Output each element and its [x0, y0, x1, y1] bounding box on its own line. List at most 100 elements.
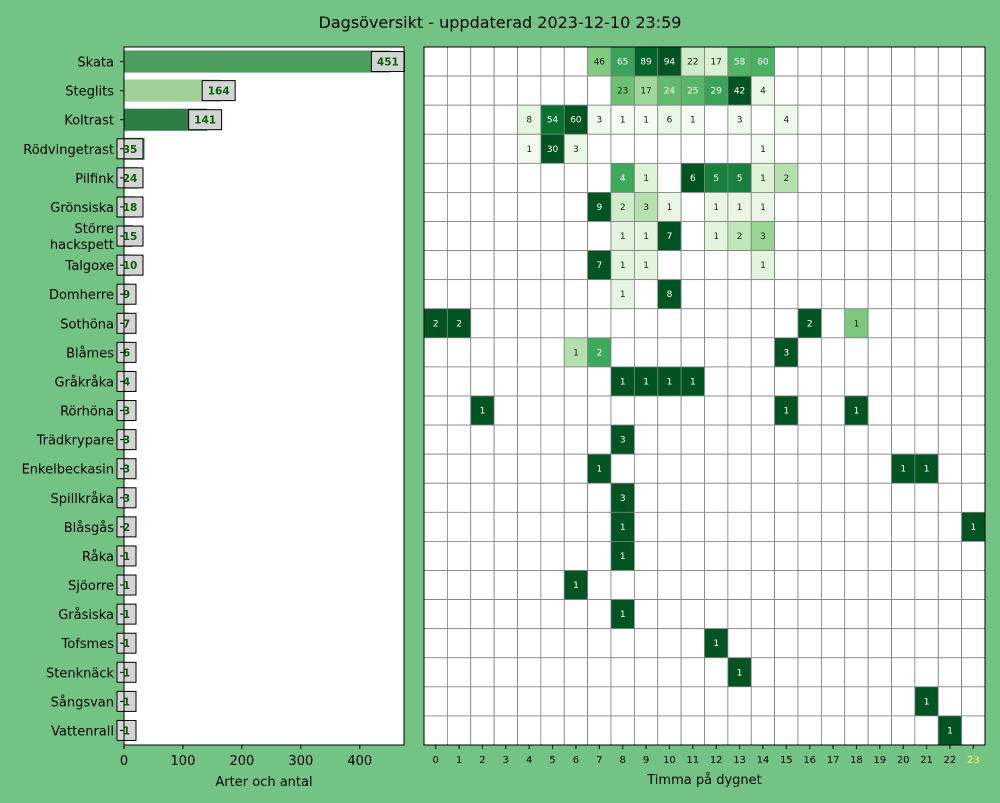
heat-cell-16-19 — [867, 511, 892, 542]
bar-value-label-14: 3 — [123, 464, 130, 476]
y-tick-label-11: Gråkråka — [55, 375, 115, 390]
heat-value-22-21: 1 — [924, 697, 930, 707]
heat-cell-17-20 — [891, 541, 916, 571]
heat-cell-7-4 — [517, 250, 542, 281]
heat-value-19-8: 1 — [620, 610, 626, 620]
heat-cell-15-18 — [844, 482, 869, 513]
heat-cell-6-6 — [563, 221, 589, 251]
bar-value-label-6: 15 — [123, 231, 138, 243]
heat-value-14-21: 1 — [924, 465, 930, 475]
heat-cell-19-7 — [587, 599, 612, 630]
heat-cell-16-6 — [563, 511, 589, 542]
heat-cell-8-2 — [470, 279, 495, 310]
heat-cell-12-23 — [961, 395, 986, 426]
hour-tick-label-19: 19 — [873, 755, 886, 766]
heat-cell-6-1 — [446, 221, 472, 251]
heat-cell-15-4 — [517, 482, 542, 513]
y-tick-label-7: Talgoxe — [65, 259, 114, 274]
chart-title: Dagsöversikt - uppdaterad 2023-12-10 23:… — [318, 13, 682, 32]
heat-value-5-13: 1 — [737, 203, 743, 213]
heat-cell-10-8 — [610, 337, 635, 368]
heat-cell-20-22 — [937, 628, 963, 659]
hour-tick-label-0: 0 — [433, 755, 439, 766]
heat-cell-5-15 — [774, 192, 799, 222]
heat-cell-20-9 — [633, 628, 659, 659]
heat-cell-0-4 — [517, 46, 542, 77]
bar-value-label-18: 1 — [123, 580, 130, 592]
heat-cell-1-1 — [446, 75, 472, 106]
y-tick-label-10: Blåmes — [66, 346, 114, 361]
heat-value-8-8: 1 — [620, 290, 626, 300]
heat-cell-22-1 — [446, 686, 472, 717]
heat-cell-17-13 — [727, 541, 752, 571]
heat-cell-18-12 — [704, 570, 729, 600]
heat-cell-8-7 — [587, 279, 612, 310]
heat-cell-3-9 — [633, 133, 659, 164]
heat-value-2-4: 8 — [526, 116, 532, 126]
heat-value-9-0: 2 — [433, 319, 439, 329]
bar-value-box-13 — [116, 429, 137, 451]
heat-cell-21-5 — [540, 657, 565, 688]
heat-cell-4-3 — [493, 162, 518, 193]
heat-cell-22-0 — [423, 686, 448, 717]
heat-cell-22-15 — [774, 686, 799, 717]
heat-cell-10-13 — [727, 337, 752, 368]
heat-cell-0-17 — [820, 46, 846, 77]
bar-value-label-3: 35 — [123, 144, 138, 156]
heat-cell-22-8 — [610, 686, 635, 717]
heat-value-2-11: 1 — [690, 116, 696, 126]
heat-cell-14-16 — [797, 453, 822, 484]
heat-cell-0-22 — [937, 46, 963, 77]
heat-value-12-15: 1 — [783, 407, 789, 417]
heat-cell-17-23 — [961, 541, 986, 571]
bar-1 — [124, 79, 221, 102]
heat-cell-19-20 — [891, 599, 916, 630]
heat-cell-13-19 — [867, 424, 892, 455]
heat-cell-15-19 — [867, 482, 892, 513]
y-tick-label-17: Råka — [82, 550, 114, 565]
heat-value-21-13: 1 — [737, 668, 743, 678]
heat-value-2-9: 1 — [643, 116, 649, 126]
heat-cell-12-21 — [914, 395, 939, 426]
heat-cell-10-2 — [470, 337, 495, 368]
heat-cell-11-22 — [937, 366, 963, 397]
hour-tick-label-8: 8 — [620, 755, 626, 766]
hour-tick-label-2: 2 — [479, 755, 485, 766]
heat-cell-17-11 — [680, 541, 705, 571]
heat-cell-7-5 — [540, 250, 565, 281]
heat-cell-3-10 — [657, 133, 682, 164]
heat-cell-20-19 — [867, 628, 892, 659]
heat-cell-18-8 — [610, 570, 635, 600]
heat-cell-16-22 — [937, 511, 963, 542]
heat-cell-11-12 — [704, 366, 729, 397]
heat-cell-20-14 — [750, 628, 776, 659]
heat-cell-16-7 — [587, 511, 612, 542]
heat-cell-11-20 — [891, 366, 916, 397]
heat-cell-7-11 — [680, 250, 705, 281]
bar-value-label-5: 18 — [123, 202, 138, 214]
heat-cell-14-12 — [704, 453, 729, 484]
bar-value-box-22 — [116, 690, 137, 712]
heat-cell-17-1 — [446, 541, 472, 571]
heat-value-5-8: 2 — [620, 203, 626, 213]
bar-value-box-1 — [201, 80, 236, 102]
heat-cell-16-21 — [914, 511, 939, 542]
heat-cell-4-22 — [937, 162, 963, 193]
heat-cell-5-19 — [867, 192, 892, 222]
heat-cell-8-4 — [517, 279, 542, 310]
heat-cell-3-15 — [774, 133, 799, 164]
heat-cell-3-17 — [820, 133, 846, 164]
heat-cell-6-16 — [797, 221, 822, 251]
heat-value-10-7: 2 — [596, 348, 602, 358]
heat-cell-1-16 — [797, 75, 822, 106]
heat-cell-4-7 — [587, 162, 612, 193]
heat-cell-21-9 — [633, 657, 659, 688]
y-tick-label-5: Grönsiska — [50, 201, 114, 216]
heat-cell-20-10 — [657, 628, 682, 659]
heat-cell-22-17 — [820, 686, 846, 717]
heat-cell-13-11 — [680, 424, 705, 455]
heat-cell-22-18 — [844, 686, 869, 717]
heat-cell-7-18 — [844, 250, 869, 281]
hour-tick-label-12: 12 — [710, 755, 723, 766]
heat-cell-14-4 — [517, 453, 542, 484]
